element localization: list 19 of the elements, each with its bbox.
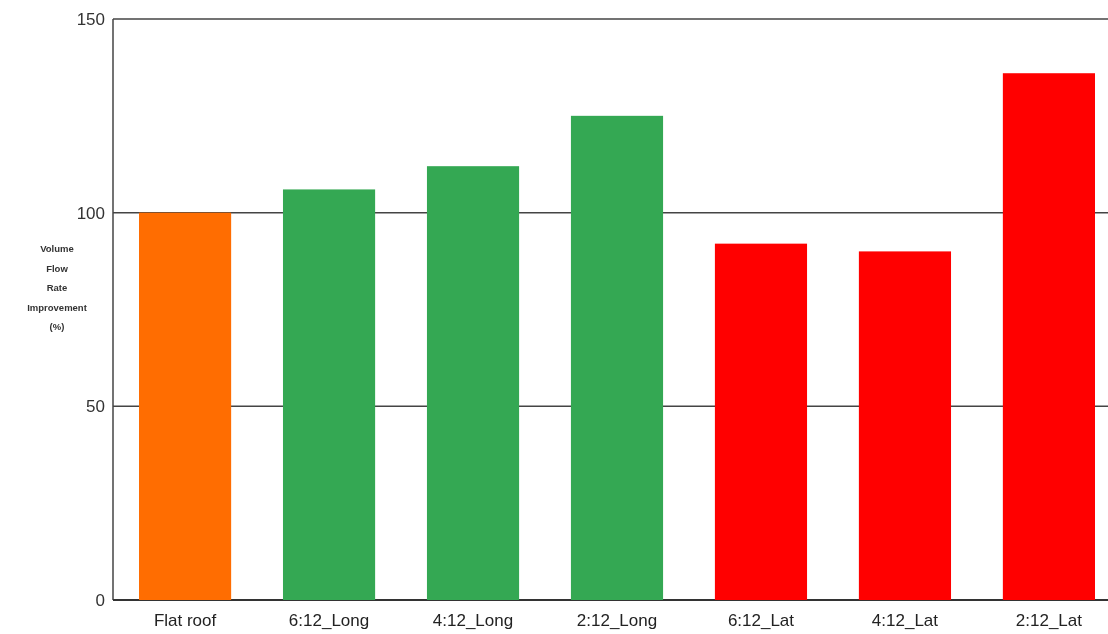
x-tick-label: 2:12_Long bbox=[576, 611, 658, 630]
bar bbox=[426, 166, 520, 600]
y-axis-title: Volume Flow Rate Improvement (%) bbox=[27, 243, 88, 332]
x-tick-label: 4:12_Long bbox=[432, 611, 514, 630]
bar bbox=[139, 212, 232, 600]
y-tick-label: 0 bbox=[95, 590, 105, 610]
bar bbox=[282, 189, 376, 600]
y-tick-label: 50 bbox=[86, 397, 105, 417]
x-tick-label: 4:12_Lat bbox=[871, 611, 939, 630]
bar bbox=[1002, 73, 1095, 600]
x-tick-label: 6:12_Lat bbox=[727, 611, 795, 630]
bar bbox=[858, 251, 952, 600]
x-tick-label: 6:12_Long bbox=[288, 611, 370, 630]
y-tick-label: 100 bbox=[76, 203, 105, 223]
bar bbox=[570, 115, 664, 600]
x-tick-label: Flat roof bbox=[153, 611, 217, 630]
x-tick-label: 2:12_Lat bbox=[1015, 611, 1083, 630]
bar bbox=[714, 243, 808, 600]
y-tick-label: 150 bbox=[76, 9, 105, 29]
